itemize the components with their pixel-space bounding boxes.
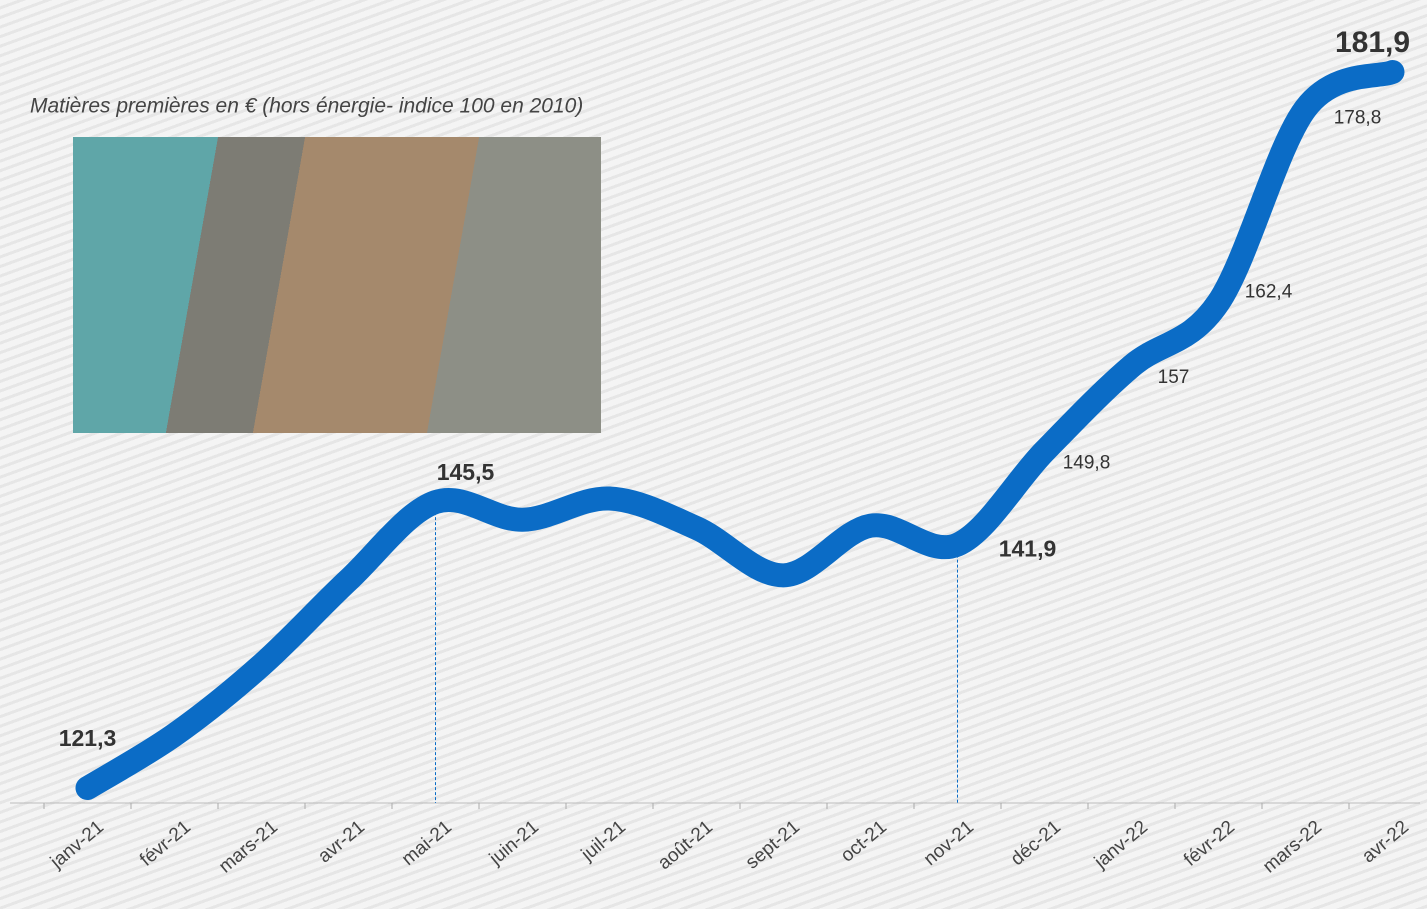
x-tick-label: avr-21 — [314, 817, 369, 868]
x-tick-label: févr-22 — [1180, 817, 1239, 871]
x-tick-label: févr-21 — [136, 817, 195, 871]
chart-title: Matières premières en € (hors énergie- i… — [30, 95, 583, 118]
x-tick-label: avr-22 — [1358, 817, 1413, 868]
data-label: 149,8 — [1063, 452, 1111, 473]
x-tick-label: mai-21 — [398, 817, 456, 870]
line-series — [75, 60, 1405, 800]
data-label: 157 — [1158, 367, 1190, 388]
data-label: 162,4 — [1245, 281, 1293, 302]
x-tick-label: août-21 — [654, 817, 717, 875]
data-label: 145,5 — [437, 459, 495, 485]
x-tick-label: janv-21 — [46, 817, 108, 874]
x-tick-label: nov-21 — [920, 817, 978, 870]
data-label: 178,8 — [1334, 108, 1382, 129]
data-label: 181,9 — [1335, 26, 1410, 59]
x-tick-label: juin-21 — [485, 817, 543, 870]
x-tick-label: déc-21 — [1007, 817, 1065, 870]
x-tick-label: juil-21 — [577, 817, 630, 866]
data-label: 121,3 — [59, 725, 117, 751]
data-label: 141,9 — [999, 536, 1057, 562]
x-tick-label: mars-21 — [215, 817, 282, 878]
x-tick-label: sept-21 — [742, 817, 804, 874]
port-photo — [73, 137, 601, 433]
x-tick-label: mars-22 — [1259, 817, 1326, 878]
x-tick-label: oct-21 — [837, 817, 891, 867]
x-tick-label: janv-22 — [1090, 817, 1152, 874]
